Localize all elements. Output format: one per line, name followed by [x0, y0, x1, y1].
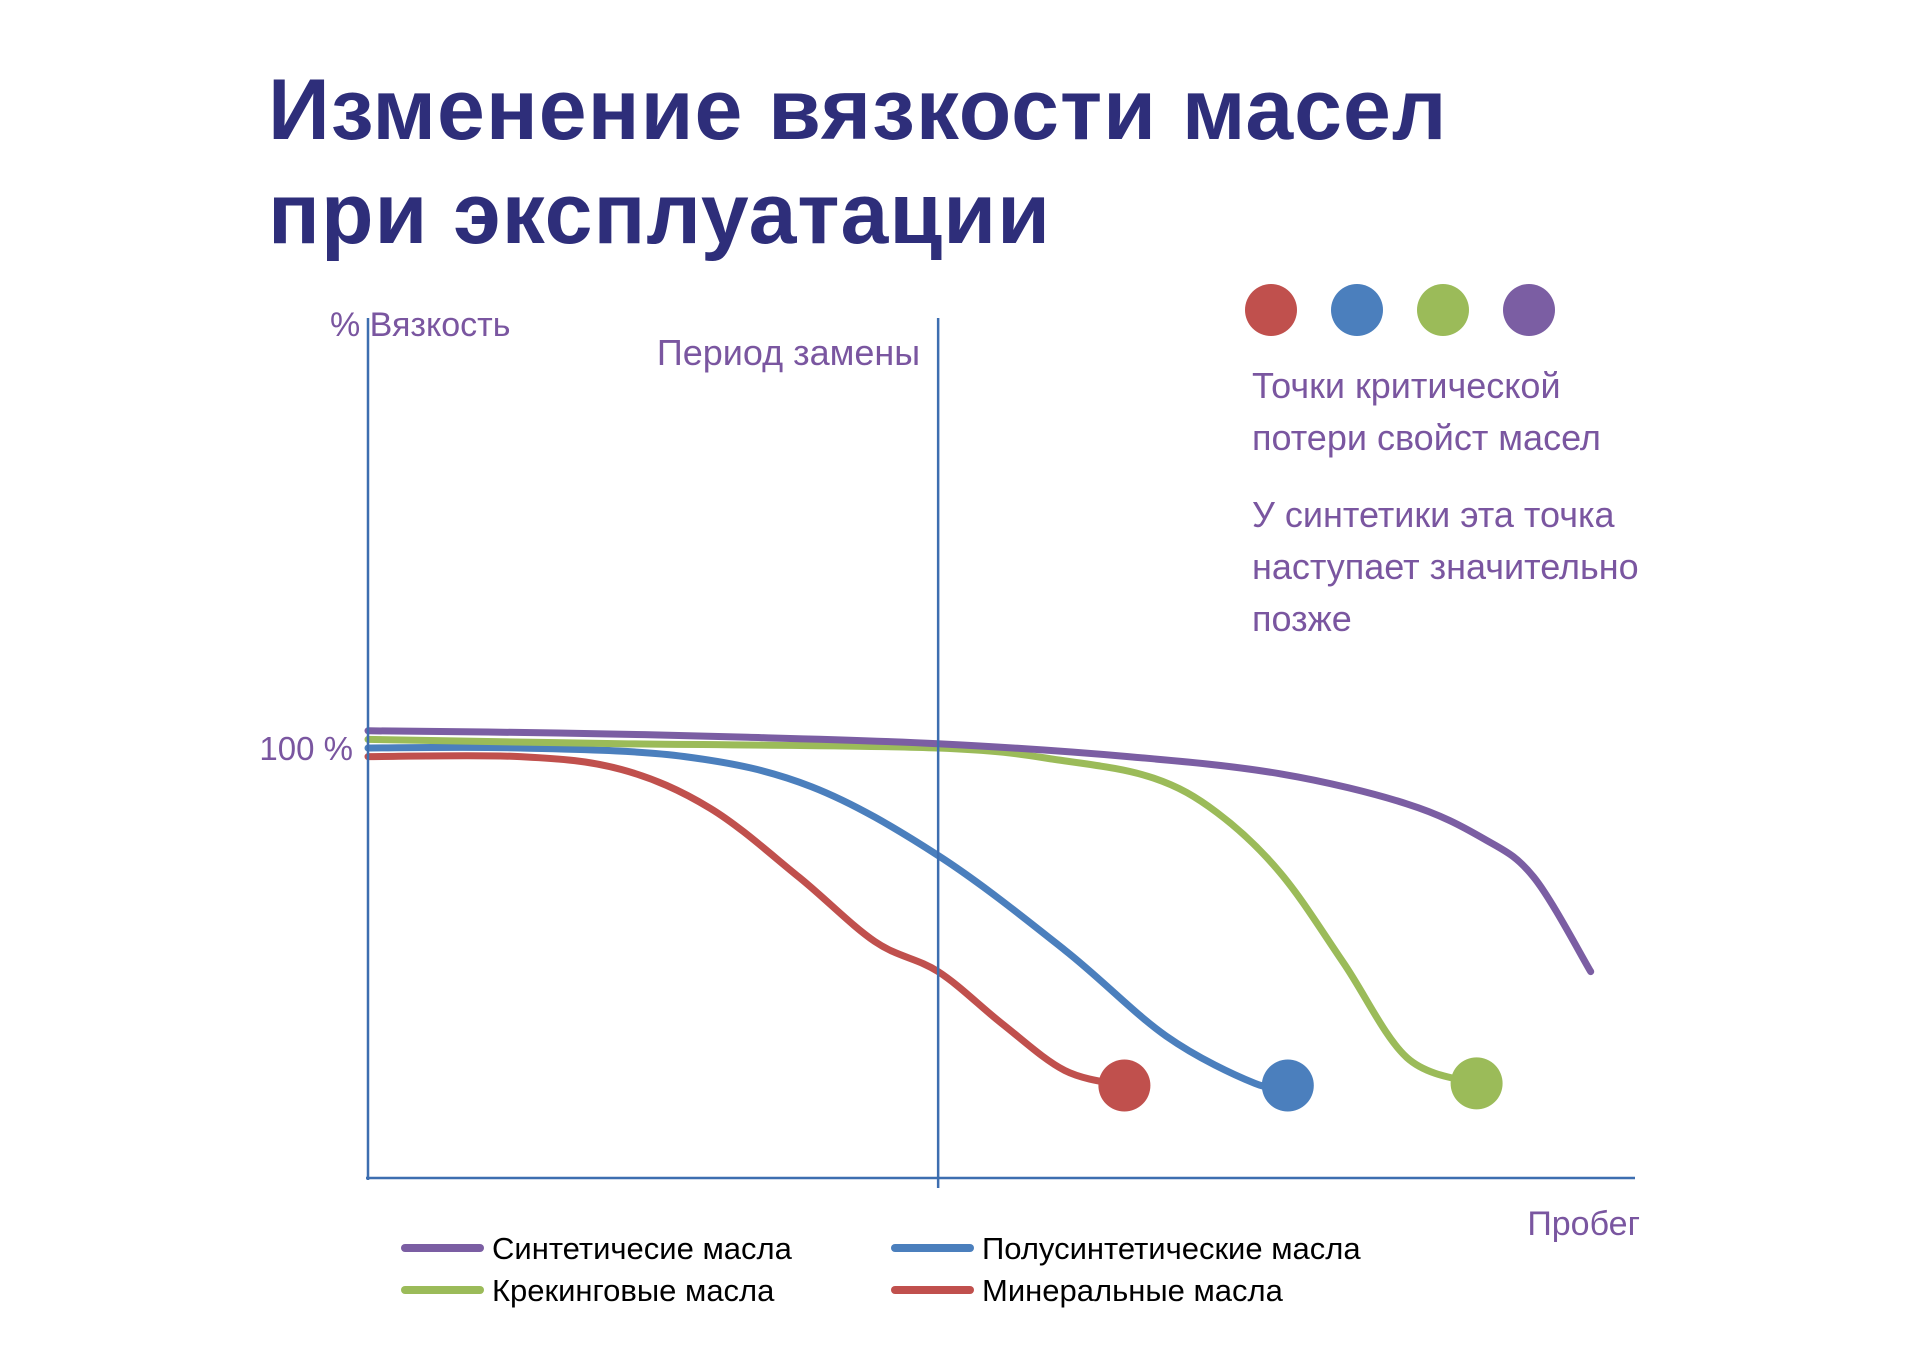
series-line-mineral	[364, 752, 1128, 1089]
critical-point-mineral	[1098, 1059, 1151, 1112]
legend-label-cracking: Крекинговые масла	[492, 1273, 775, 1308]
series-line-cracking	[364, 735, 1481, 1087]
note-synthetic-line-2: наступает значительно	[1252, 546, 1639, 587]
critical-point-markers	[1098, 1057, 1503, 1112]
plot-area	[364, 318, 1635, 1188]
critical-dot-synthetic	[1503, 284, 1555, 336]
series-line-semi-synthetic	[364, 743, 1292, 1092]
note-synthetic-line-3: позже	[1252, 598, 1352, 639]
x-axis-label: Пробег	[1527, 1205, 1640, 1243]
critical-dot-mineral	[1245, 284, 1297, 336]
title-line-2: при эксплуатации	[268, 166, 1051, 262]
critical-point-cracking	[1450, 1057, 1503, 1110]
title-line-1: Изменение вязкости масел	[268, 62, 1448, 158]
slide-title: Изменение вязкости масел при эксплуатаци…	[268, 58, 1447, 266]
y-axis-label: % Вязкость	[330, 306, 510, 344]
legend: Синтетичесие масла Полусинтетические масл…	[401, 1231, 1361, 1308]
y-tick-label-100: 100 %	[259, 730, 353, 767]
legend-label-semi-synthetic: Полусинтетические масла	[982, 1231, 1361, 1266]
note-critical-line-2: потери свойст масел	[1252, 417, 1601, 458]
replacement-period-label: Период замены	[657, 332, 920, 373]
note-critical-line-1: Точки критической	[1252, 365, 1561, 406]
critical-legend-dots	[1245, 284, 1555, 336]
legend-label-mineral: Минеральные масла	[982, 1273, 1284, 1308]
series-lines	[364, 727, 1595, 1092]
legend-label-synthetic: Синтетичесие масла	[492, 1231, 793, 1266]
series-line-synthetic	[364, 727, 1595, 976]
critical-dot-semi-synthetic	[1331, 284, 1383, 336]
critical-dot-cracking	[1417, 284, 1469, 336]
note-synthetic-line-1: У синтетики эта точка	[1252, 494, 1616, 535]
critical-point-semi-synthetic	[1261, 1059, 1314, 1112]
